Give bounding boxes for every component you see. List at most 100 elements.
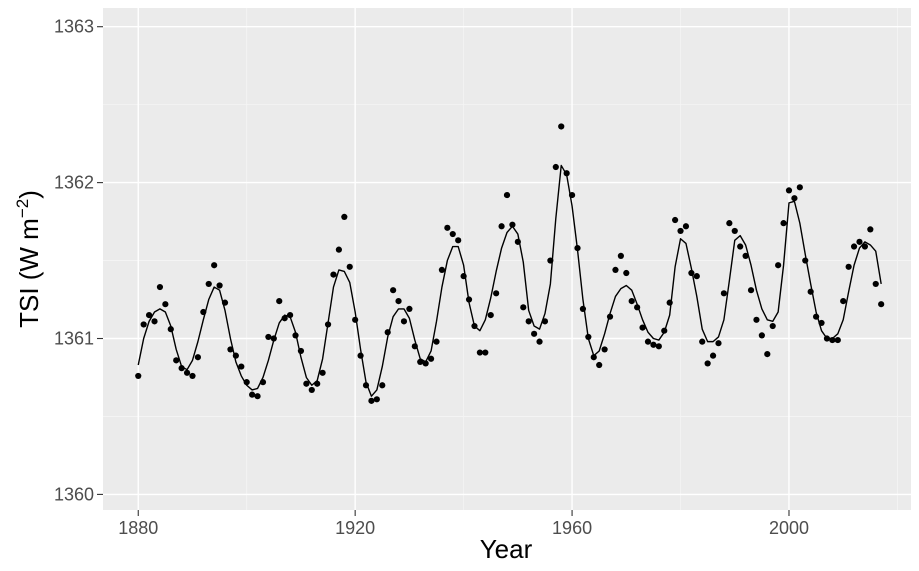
- y-axis-title-close: ): [14, 190, 44, 199]
- data-point: [758, 332, 765, 339]
- data-point: [867, 226, 874, 233]
- data-point: [444, 224, 451, 231]
- data-point: [211, 262, 218, 269]
- data-point: [249, 391, 256, 398]
- data-point: [856, 238, 863, 245]
- data-point: [314, 380, 321, 387]
- data-point: [590, 354, 597, 361]
- data-point: [455, 237, 462, 244]
- data-point: [368, 397, 375, 404]
- data-point: [726, 220, 733, 227]
- data-point: [666, 299, 673, 306]
- data-point: [297, 347, 305, 355]
- x-tick-label: 2000: [769, 518, 809, 538]
- data-point: [747, 287, 755, 294]
- data-point: [764, 351, 771, 358]
- data-point: [585, 333, 592, 341]
- annual-points-series: [135, 123, 885, 404]
- data-point: [460, 273, 467, 280]
- data-point: [400, 318, 408, 325]
- y-tick-label: 1362: [54, 173, 94, 193]
- data-point: [254, 393, 261, 400]
- data-point: [200, 308, 207, 316]
- data-point: [379, 382, 386, 389]
- data-point: [823, 335, 831, 342]
- data-point: [232, 352, 239, 359]
- data-point: [465, 296, 473, 303]
- data-point: [145, 312, 153, 319]
- data-point: [417, 358, 424, 365]
- data-point: [346, 263, 353, 270]
- data-point: [156, 283, 164, 291]
- data-point: [568, 191, 576, 199]
- data-point: [183, 369, 191, 376]
- x-tick-label: 1920: [335, 518, 375, 538]
- data-point: [612, 266, 619, 274]
- data-point: [503, 191, 511, 199]
- data-point: [238, 363, 245, 370]
- data-point: [427, 355, 435, 362]
- data-point: [373, 396, 380, 403]
- data-point: [422, 360, 429, 367]
- data-point: [438, 266, 446, 274]
- data-point: [292, 332, 299, 339]
- data-point: [216, 282, 223, 289]
- data-point: [487, 312, 494, 319]
- x-tick-label: 1880: [118, 518, 158, 538]
- data-point: [796, 184, 803, 191]
- data-point: [335, 246, 342, 253]
- data-point: [845, 263, 852, 270]
- data-point: [308, 386, 315, 394]
- data-point: [493, 290, 500, 297]
- data-point: [688, 269, 695, 277]
- y-tick-labels: 1360 1361 1362 1363: [54, 17, 94, 505]
- data-point: [476, 349, 483, 356]
- data-point: [623, 269, 630, 277]
- data-point: [552, 163, 559, 171]
- data-point: [834, 336, 841, 344]
- data-point: [384, 329, 391, 336]
- data-point: [829, 336, 836, 344]
- data-point: [769, 322, 776, 330]
- data-point: [270, 335, 277, 342]
- major-gridlines: [103, 8, 911, 510]
- data-point: [406, 305, 413, 312]
- data-point: [617, 252, 624, 259]
- axis-ticks: [97, 26, 790, 516]
- data-point: [303, 380, 310, 387]
- data-point: [672, 216, 679, 224]
- data-point: [276, 297, 283, 305]
- data-point: [682, 223, 690, 230]
- data-point: [628, 297, 635, 305]
- data-point: [390, 287, 397, 294]
- data-point: [861, 243, 869, 250]
- x-tick-label: 1960: [552, 518, 592, 538]
- data-point: [167, 326, 174, 333]
- data-point: [525, 318, 532, 325]
- data-point: [563, 170, 570, 177]
- data-point: [205, 280, 212, 288]
- data-point: [498, 223, 505, 230]
- data-point: [704, 360, 711, 367]
- data-point: [780, 220, 787, 227]
- x-axis-title: Year: [480, 534, 533, 564]
- data-point: [433, 338, 440, 345]
- y-tick-label: 1363: [54, 17, 94, 37]
- y-axis-title-main: TSI (W m: [14, 218, 44, 328]
- data-point: [850, 243, 858, 250]
- data-point: [536, 338, 543, 345]
- data-point: [514, 238, 521, 245]
- data-point: [742, 252, 749, 259]
- data-point: [878, 301, 885, 308]
- data-point: [286, 312, 294, 319]
- data-point: [341, 213, 348, 221]
- data-point: [596, 361, 603, 369]
- data-point: [178, 365, 185, 372]
- data-point: [753, 316, 760, 323]
- data-point: [411, 343, 418, 350]
- data-point: [802, 257, 809, 264]
- data-point: [509, 221, 516, 228]
- data-point: [840, 297, 847, 305]
- plot-panel: [103, 8, 911, 510]
- data-point: [872, 280, 879, 288]
